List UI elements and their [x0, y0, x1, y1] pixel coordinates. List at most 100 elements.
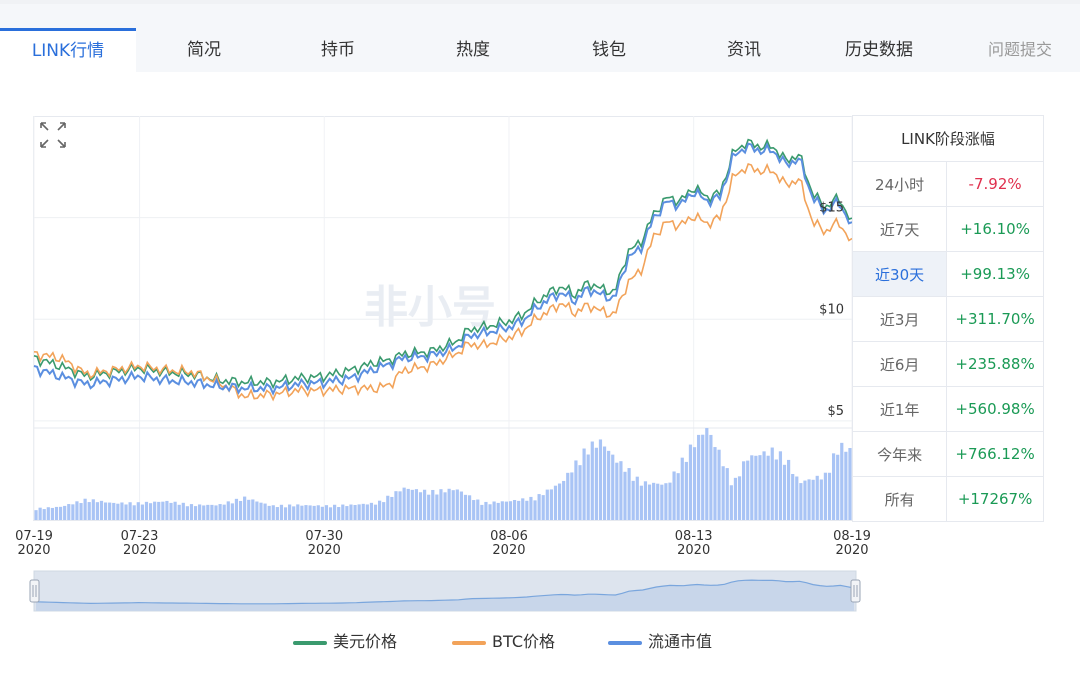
- volume-bar: [414, 489, 419, 520]
- volume-bar: [750, 455, 754, 520]
- tab-holdings[interactable]: 持币: [321, 40, 355, 60]
- volume-bar: [292, 506, 296, 520]
- perf-label[interactable]: 今年来: [851, 431, 948, 477]
- legend-item-usd[interactable]: 美元价格: [293, 630, 397, 654]
- volume-bar: [570, 472, 574, 520]
- legend-item-mcap[interactable]: 流通市值: [608, 630, 712, 654]
- volume-bar: [684, 461, 688, 520]
- volume-bar: [574, 460, 578, 520]
- navigator-handle-left[interactable]: [29, 579, 40, 603]
- perf-row[interactable]: 今年来 +766.12%: [851, 431, 1044, 477]
- volume-bar: [198, 504, 202, 520]
- perf-label[interactable]: 24小时: [851, 161, 948, 207]
- volume-bar: [742, 461, 746, 520]
- legend-swatch-mcap: [608, 640, 642, 645]
- y-tick-label: $15: [819, 201, 844, 216]
- volume-bar: [697, 434, 701, 520]
- volume-bar: [827, 472, 832, 520]
- volume-bar: [67, 504, 71, 520]
- perf-row[interactable]: 24小时 -7.92%: [851, 161, 1044, 207]
- tab-history-data[interactable]: 历史数据: [845, 40, 913, 60]
- volume-bar: [398, 491, 402, 520]
- tab-link-market[interactable]: LINK行情: [0, 28, 136, 75]
- perf-row[interactable]: 所有 +17267%: [851, 476, 1044, 522]
- volume-bar: [803, 480, 807, 520]
- volume-bar: [71, 504, 75, 520]
- perf-label[interactable]: 近30天: [851, 251, 948, 297]
- volume-bar: [619, 461, 623, 520]
- volume-bar: [447, 488, 451, 520]
- volume-bar: [210, 504, 214, 520]
- volume-bar: [635, 476, 639, 520]
- tab-overview[interactable]: 简况: [187, 40, 221, 60]
- tab-news[interactable]: 资讯: [727, 40, 761, 60]
- volume-bar: [701, 434, 705, 520]
- navigator-handle-right[interactable]: [850, 579, 861, 603]
- perf-row-selected[interactable]: 近30天 +99.13%: [851, 251, 1044, 297]
- perf-value: +16.10%: [946, 206, 1044, 252]
- volume-bar: [181, 502, 185, 520]
- volume-bar: [647, 484, 652, 520]
- volume-bar: [774, 459, 778, 520]
- volume-bar: [349, 504, 353, 520]
- volume-bar: [504, 501, 508, 520]
- volume-bar: [451, 490, 455, 520]
- perf-label[interactable]: 近1年: [851, 386, 948, 432]
- perf-row[interactable]: 近3月 +311.70%: [851, 296, 1044, 342]
- fullscreen-icon[interactable]: [38, 120, 68, 150]
- tab-popularity[interactable]: 热度: [456, 40, 490, 60]
- volume-bar: [819, 479, 823, 520]
- volume-bar: [472, 500, 476, 520]
- x-axis-ticks: 07-19202007-23202007-30202008-06202008-1…: [15, 529, 871, 558]
- tab-wallet[interactable]: 钱包: [592, 40, 626, 60]
- perf-label[interactable]: 近7天: [851, 206, 948, 252]
- volume-bar: [607, 450, 611, 520]
- volume-bar: [631, 480, 635, 520]
- volume-bar: [705, 428, 709, 520]
- volume-bar: [672, 471, 676, 520]
- volume-bar: [148, 503, 153, 520]
- volume-bar: [386, 495, 390, 520]
- volume-bar: [153, 501, 157, 520]
- volume-bar: [496, 502, 500, 520]
- volume-bar: [680, 457, 684, 520]
- volume-bar: [238, 500, 243, 520]
- volume-bar: [435, 494, 439, 520]
- volume-bar: [206, 504, 210, 520]
- volume-bar: [782, 464, 787, 520]
- legend-item-btc[interactable]: BTC价格: [452, 630, 555, 654]
- volume-bar: [136, 502, 140, 520]
- perf-label[interactable]: 近6月: [851, 341, 948, 387]
- perf-label[interactable]: 所有: [851, 476, 948, 522]
- volume-bar: [488, 504, 492, 520]
- volume-bar: [512, 499, 517, 520]
- performance-title: LINK阶段涨幅: [852, 115, 1044, 162]
- volume-bar: [664, 483, 668, 520]
- volume-bar: [128, 502, 132, 520]
- volume-bar: [382, 502, 386, 520]
- volume-bar: [75, 501, 79, 520]
- volume-bar: [676, 473, 680, 520]
- x-tick-label: 07-30: [305, 529, 343, 544]
- volume-bar: [562, 480, 566, 520]
- perf-value: +560.98%: [946, 386, 1044, 432]
- perf-label[interactable]: 近3月: [851, 296, 948, 342]
- volume-bar: [717, 449, 721, 520]
- volume-bar: [144, 501, 149, 520]
- volume-bar: [140, 504, 144, 520]
- volume-bar: [553, 485, 558, 520]
- volume-bar: [99, 500, 104, 520]
- perf-row[interactable]: 近7天 +16.10%: [851, 206, 1044, 252]
- volume-bar: [108, 502, 112, 520]
- tab-feedback[interactable]: 问题提交: [987, 40, 1052, 59]
- perf-row[interactable]: 近1年 +560.98%: [851, 386, 1044, 432]
- volume-bar: [234, 498, 239, 520]
- performance-table: LINK阶段涨幅 24小时 -7.92% 近7天 +16.10% 近30天 +99.1…: [851, 115, 1044, 522]
- volume-bar: [173, 501, 177, 520]
- volume-bar: [831, 453, 836, 520]
- perf-row[interactable]: 近6月 +235.88%: [851, 341, 1044, 387]
- volume-bar: [124, 504, 128, 520]
- volume-bar: [668, 482, 672, 520]
- volume-bar: [557, 483, 562, 520]
